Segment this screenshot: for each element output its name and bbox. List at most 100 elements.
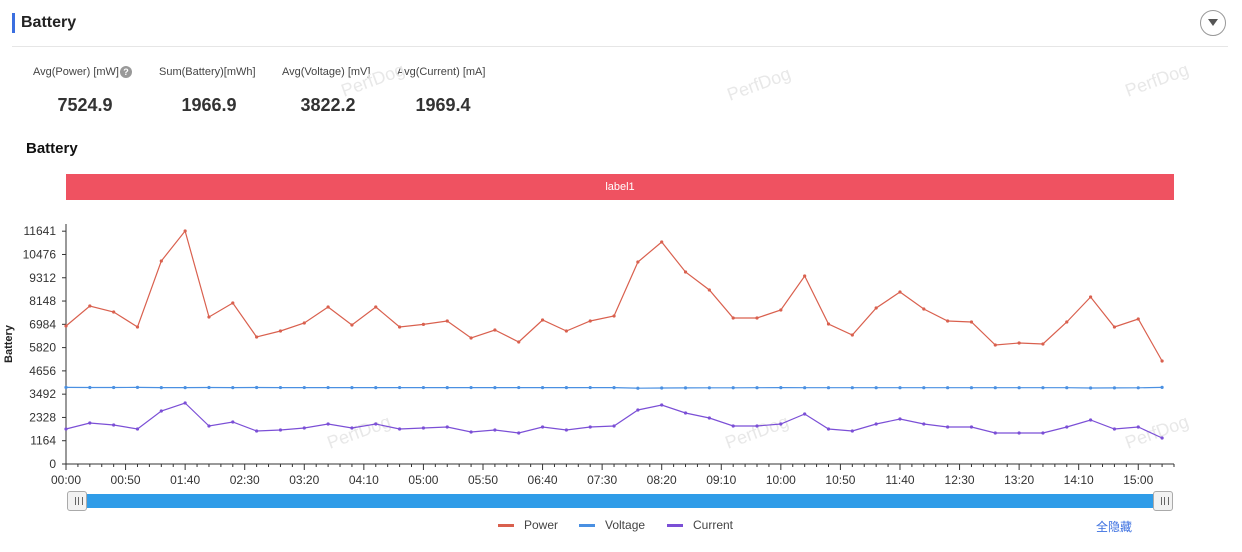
data-point-voltage bbox=[612, 386, 616, 390]
data-point-current bbox=[779, 422, 783, 426]
data-point-current bbox=[660, 403, 664, 407]
legend-label: Current bbox=[693, 518, 734, 532]
data-point-current bbox=[350, 426, 354, 430]
data-point-power bbox=[993, 343, 997, 347]
data-point-current bbox=[540, 425, 545, 429]
data-point-current bbox=[969, 425, 974, 429]
collapse-button[interactable] bbox=[1200, 10, 1226, 36]
data-point-current bbox=[278, 428, 283, 432]
data-point-power bbox=[946, 319, 950, 323]
watermark: PerfDog bbox=[724, 63, 794, 105]
series-line-power bbox=[65, 229, 1163, 362]
data-point-current bbox=[135, 427, 140, 431]
x-tick-label: 03:20 bbox=[289, 473, 319, 487]
data-point-voltage bbox=[969, 386, 974, 390]
data-point-power bbox=[636, 260, 640, 264]
y-tick-label: 6984 bbox=[29, 317, 56, 331]
data-point-power bbox=[1160, 359, 1164, 363]
stat-value: 7524.9 bbox=[57, 95, 113, 115]
y-tick-label: 3492 bbox=[29, 387, 56, 401]
x-tick-label: 05:50 bbox=[468, 473, 498, 487]
data-point-power bbox=[1017, 341, 1021, 345]
x-tick-label: 07:30 bbox=[587, 473, 617, 487]
data-point-current bbox=[707, 416, 711, 420]
data-point-power bbox=[1089, 295, 1093, 299]
data-point-current bbox=[612, 424, 616, 428]
data-point-voltage bbox=[1041, 386, 1045, 390]
help-icon[interactable]: ? bbox=[119, 66, 132, 78]
data-point-voltage bbox=[1017, 386, 1021, 390]
data-point-power bbox=[326, 305, 330, 309]
data-point-current bbox=[755, 424, 759, 428]
data-point-power bbox=[397, 325, 402, 329]
data-point-current bbox=[564, 428, 568, 432]
data-point-power bbox=[469, 336, 473, 340]
data-point-power bbox=[183, 229, 187, 233]
data-point-voltage bbox=[350, 386, 354, 390]
data-point-power bbox=[302, 321, 306, 325]
legend-item-current[interactable]: Current bbox=[667, 518, 733, 532]
data-point-voltage bbox=[636, 386, 640, 390]
data-point-voltage bbox=[564, 386, 568, 390]
data-point-current bbox=[397, 427, 402, 431]
data-point-voltage bbox=[207, 385, 211, 390]
data-point-voltage bbox=[660, 386, 664, 390]
data-point-power bbox=[564, 329, 568, 333]
data-point-current bbox=[64, 427, 68, 431]
data-point-voltage bbox=[255, 385, 259, 390]
data-point-voltage bbox=[540, 386, 545, 390]
y-tick-label: 10476 bbox=[23, 247, 57, 261]
stat-label: Avg(Current) [mA] bbox=[397, 66, 486, 78]
data-point-current bbox=[374, 422, 378, 426]
data-point-power bbox=[493, 328, 497, 332]
x-tick-label: 14:10 bbox=[1064, 473, 1094, 487]
data-point-current bbox=[946, 425, 950, 429]
zoom-slider-track[interactable] bbox=[76, 494, 1163, 508]
x-tick-label: 09:10 bbox=[706, 473, 736, 487]
data-point-current bbox=[1089, 418, 1093, 422]
data-point-power bbox=[231, 301, 235, 305]
stat-value: 1969.4 bbox=[415, 95, 471, 115]
legend-item-power[interactable]: Power bbox=[498, 518, 558, 532]
chevron-down-icon bbox=[1208, 19, 1218, 26]
data-point-power bbox=[255, 335, 259, 339]
x-tick-label: 05:00 bbox=[408, 473, 438, 487]
data-point-voltage bbox=[64, 385, 68, 389]
zoom-slider-right-handle[interactable] bbox=[1153, 491, 1173, 511]
data-point-current bbox=[898, 417, 902, 421]
stat-value: 3822.2 bbox=[300, 95, 356, 115]
data-point-current bbox=[1065, 425, 1069, 429]
data-point-power bbox=[350, 323, 354, 327]
data-point-current bbox=[159, 409, 163, 413]
stat-avg-power: Avg(Power) [mW] ? 7524.9 bbox=[33, 64, 137, 116]
data-point-power bbox=[779, 308, 783, 312]
label-bar[interactable]: label1 bbox=[66, 174, 1174, 200]
data-point-current bbox=[493, 428, 497, 432]
x-tick-label: 12:30 bbox=[945, 473, 975, 487]
data-point-power bbox=[421, 322, 426, 326]
data-point-voltage bbox=[922, 386, 926, 390]
data-point-voltage bbox=[302, 385, 306, 390]
data-point-current bbox=[469, 430, 473, 434]
data-point-voltage bbox=[278, 385, 283, 390]
data-point-power bbox=[88, 304, 92, 308]
stat-avg-voltage: Avg(Voltage) [mV] 3822.2 bbox=[282, 64, 374, 116]
zoom-slider-left-handle[interactable] bbox=[67, 491, 87, 511]
data-point-power bbox=[707, 288, 711, 292]
data-point-voltage bbox=[898, 386, 902, 390]
data-point-current bbox=[731, 424, 735, 428]
data-point-current bbox=[445, 425, 449, 429]
legend-swatch bbox=[667, 523, 683, 527]
data-point-voltage bbox=[135, 385, 140, 389]
data-point-current bbox=[874, 422, 878, 426]
hide-all-link[interactable]: 全隐藏 bbox=[1096, 520, 1133, 534]
legend-item-voltage[interactable]: Voltage bbox=[579, 518, 645, 532]
data-point-voltage bbox=[183, 386, 187, 390]
data-point-current bbox=[1112, 427, 1117, 431]
stat-label: Avg(Power) [mW] bbox=[33, 66, 119, 78]
data-point-voltage bbox=[112, 385, 116, 390]
x-tick-label: 13:20 bbox=[1004, 473, 1034, 487]
data-point-voltage bbox=[683, 386, 688, 390]
data-point-current bbox=[922, 422, 926, 426]
data-point-power bbox=[207, 315, 211, 319]
